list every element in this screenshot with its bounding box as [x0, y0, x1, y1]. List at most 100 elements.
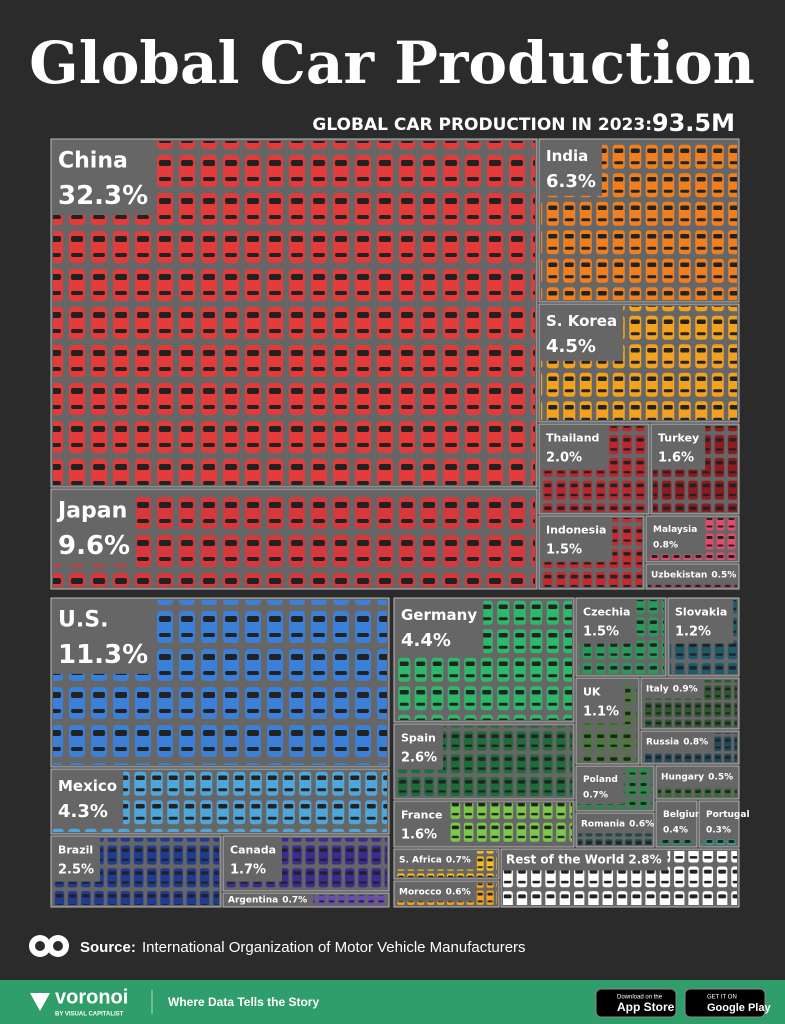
country-name: Japan: [56, 498, 127, 523]
value-label: 0.5%: [711, 571, 736, 581]
label-box: [648, 518, 704, 555]
tile-label: U.S. 11.3%: [53, 600, 155, 674]
label-box: [53, 141, 155, 215]
source-label: Source:: [80, 939, 136, 956]
tile-label: Turkey 1.6%: [653, 426, 706, 470]
country-name: Rest of the World: [506, 853, 624, 867]
brand-logo: [30, 993, 50, 1011]
appstore-label: App Store: [617, 1000, 675, 1014]
label-box: [53, 491, 137, 565]
tile-label: Belgium 0.4%: [658, 803, 704, 840]
value-label: 9.6%: [58, 531, 130, 561]
value-label: 0.3%: [706, 826, 731, 836]
label-box: [53, 838, 101, 882]
source: International Organization of Motor Vehi…: [142, 939, 526, 956]
label-box: [541, 426, 606, 470]
tile-label: Malaysia 0.8%: [648, 518, 704, 555]
tile-label: Hungary 0.5%: [658, 768, 737, 787]
tile-label: Czechia 1.5%: [578, 600, 637, 644]
value-label: 4.5%: [546, 336, 596, 357]
value-label: 1.5%: [583, 625, 619, 640]
tile-label: Romania 0.6%: [578, 815, 654, 834]
country-name: UK: [583, 686, 601, 699]
source-icon: [29, 935, 69, 957]
tile-label: Indonesia 1.5%: [541, 518, 613, 562]
label-box: [225, 838, 283, 882]
value-label: 1.5%: [546, 543, 582, 558]
tile-label: Brazil 2.5%: [53, 838, 101, 882]
country-name: China: [58, 148, 128, 173]
country-name: U.S.: [58, 607, 108, 632]
label-box: [578, 600, 637, 644]
googleplay-button[interactable]: [684, 988, 766, 1018]
value-label: 0.7%: [282, 896, 307, 906]
label-box: [541, 518, 613, 562]
label-box: [643, 680, 704, 699]
tile-label: Mexico 4.3%: [53, 771, 124, 826]
label-box: [225, 895, 314, 905]
value-label: 2.0%: [546, 451, 582, 466]
tile-label: Portugal 0.3%: [701, 803, 750, 840]
value-label: 4.3%: [58, 801, 108, 822]
tile-label: Spain 2.6%: [396, 726, 444, 770]
tile-label: S. Africa 0.7%: [396, 851, 477, 870]
country-name: Slovakia: [675, 606, 727, 619]
label-box: [53, 600, 155, 674]
tile-label: Slovakia 1.2%: [670, 600, 734, 644]
country-name: Czechia: [583, 606, 630, 619]
value-label: 2.5%: [58, 863, 94, 878]
appstore-small: Download on the: [617, 995, 663, 1001]
label-box: [396, 600, 484, 655]
country-name: Italy: [646, 685, 669, 695]
value-label: 0.8%: [683, 738, 708, 748]
country-name: S. Korea: [546, 312, 617, 330]
value-label: 0.4%: [663, 826, 688, 836]
value-label: 1.1%: [583, 705, 619, 720]
country-name: Uzbekistan: [651, 571, 707, 581]
value-label: 32.3%: [58, 181, 148, 211]
label-box: [53, 771, 124, 826]
country-name: Thailand: [546, 432, 599, 445]
label-box: [701, 803, 737, 840]
tile-label: S. Korea 4.5%: [541, 306, 624, 361]
value-label: 1.7%: [230, 863, 266, 878]
tile-label: Russia 0.8%: [643, 733, 715, 752]
label-box: [578, 815, 652, 834]
country-name: Belgium: [663, 810, 704, 820]
label-box: [670, 600, 734, 644]
tile-label: China 32.3%: [53, 141, 155, 215]
chart-total: 93.5M: [652, 109, 735, 137]
tile-label: Uzbekistan 0.5%: [648, 566, 737, 585]
tile-label: Rest of the World 2.8%: [503, 851, 668, 871]
tile-label: UK 1.1%: [578, 680, 626, 724]
value-label: 0.7%: [583, 791, 608, 801]
googleplay-label: Google Play: [707, 1002, 771, 1014]
label-box: [396, 883, 477, 902]
value-label: 0.7%: [446, 856, 471, 866]
value-label: 2.6%: [401, 751, 437, 766]
country-name: Canada: [230, 844, 276, 857]
tile-label: Poland 0.7%: [578, 768, 624, 805]
label-box: [578, 768, 624, 805]
value-label: 2.8%: [628, 853, 661, 867]
brand: voronoi: [55, 986, 128, 1008]
value-label: 0.9%: [673, 685, 698, 695]
country-name: Turkey: [658, 432, 699, 445]
appstore-button[interactable]: [595, 988, 677, 1018]
country-name: Indonesia: [546, 524, 606, 537]
country-name: Morocco: [399, 888, 442, 898]
country-name: Spain: [401, 732, 436, 745]
label-box: [578, 680, 626, 724]
country-name: Romania: [581, 820, 625, 830]
label-box: [643, 733, 715, 752]
country-name: Argentina: [228, 896, 278, 906]
chart-subtitle: GLOBAL CAR PRODUCTION IN 2023:: [312, 115, 652, 135]
value-label: 1.6%: [401, 828, 437, 843]
tile-label: Japan 9.6%: [53, 491, 137, 565]
label-box: [648, 566, 737, 585]
country-name: India: [546, 147, 588, 165]
tile-label: France 1.6%: [396, 803, 449, 845]
country-name: Malaysia: [653, 525, 697, 535]
